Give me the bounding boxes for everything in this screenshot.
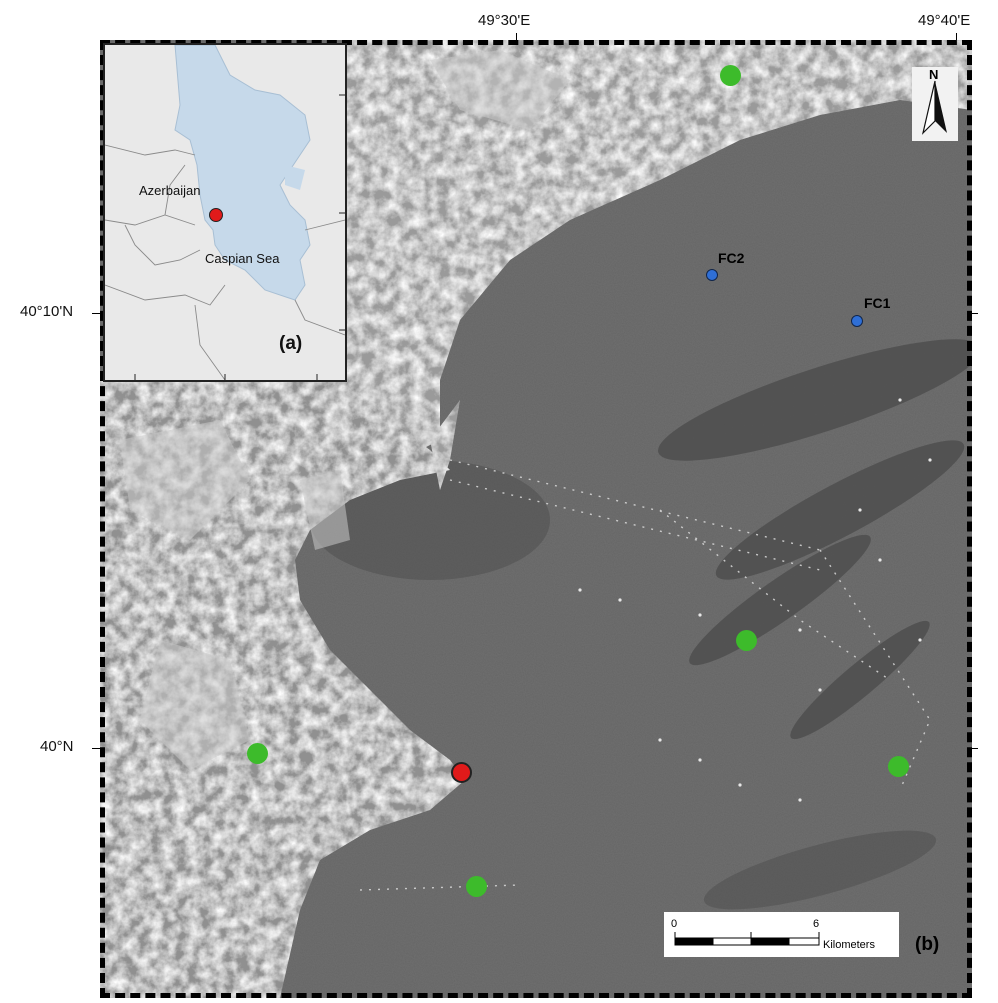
fc2-label: FC2: [718, 250, 745, 266]
north-arrow: N: [912, 67, 958, 141]
fc2-point[interactable]: [706, 269, 718, 281]
inset-location-marker[interactable]: [209, 208, 223, 222]
lon-label-49-40: 49°40'E: [918, 12, 971, 29]
main-panel-label: (b): [915, 934, 940, 955]
station-marker[interactable]: [466, 876, 487, 897]
scale-tick-6: 6: [813, 918, 820, 930]
fc1-label: FC1: [864, 295, 891, 311]
station-marker[interactable]: [247, 743, 268, 764]
lat-label-40: 40°N: [40, 738, 74, 755]
inset-sea-label: Caspian Sea: [205, 251, 280, 266]
scale-bar: 0 6 Kilometers: [664, 912, 899, 957]
lat-label-40-10: 40°10'N: [20, 303, 74, 320]
inset-panel-label: (a): [279, 333, 303, 354]
tick-left-2: [92, 748, 102, 749]
north-arrow-label: N: [929, 67, 939, 82]
tick-left-1: [92, 313, 102, 314]
inset-map-graphic: [105, 45, 345, 380]
station-marker[interactable]: [720, 65, 741, 86]
inset-country-label: Azerbaijan: [139, 183, 201, 198]
tick-right-1: [970, 313, 978, 314]
scale-bar-graphic: [674, 932, 820, 946]
inset-map[interactable]: Azerbaijan Caspian Sea (a): [103, 43, 347, 382]
tick-right-2: [970, 748, 978, 749]
tick-top-2: [956, 33, 957, 43]
station-marker[interactable]: [736, 630, 757, 651]
site-marker[interactable]: [451, 762, 472, 783]
north-arrow-icon: [912, 67, 958, 141]
scale-tick-0: 0: [671, 918, 678, 930]
tick-top-1: [516, 33, 517, 43]
fc1-point[interactable]: [851, 315, 863, 327]
scale-unit: Kilometers: [823, 939, 875, 951]
station-marker[interactable]: [888, 756, 909, 777]
lon-label-49-30: 49°30'E: [478, 12, 531, 29]
